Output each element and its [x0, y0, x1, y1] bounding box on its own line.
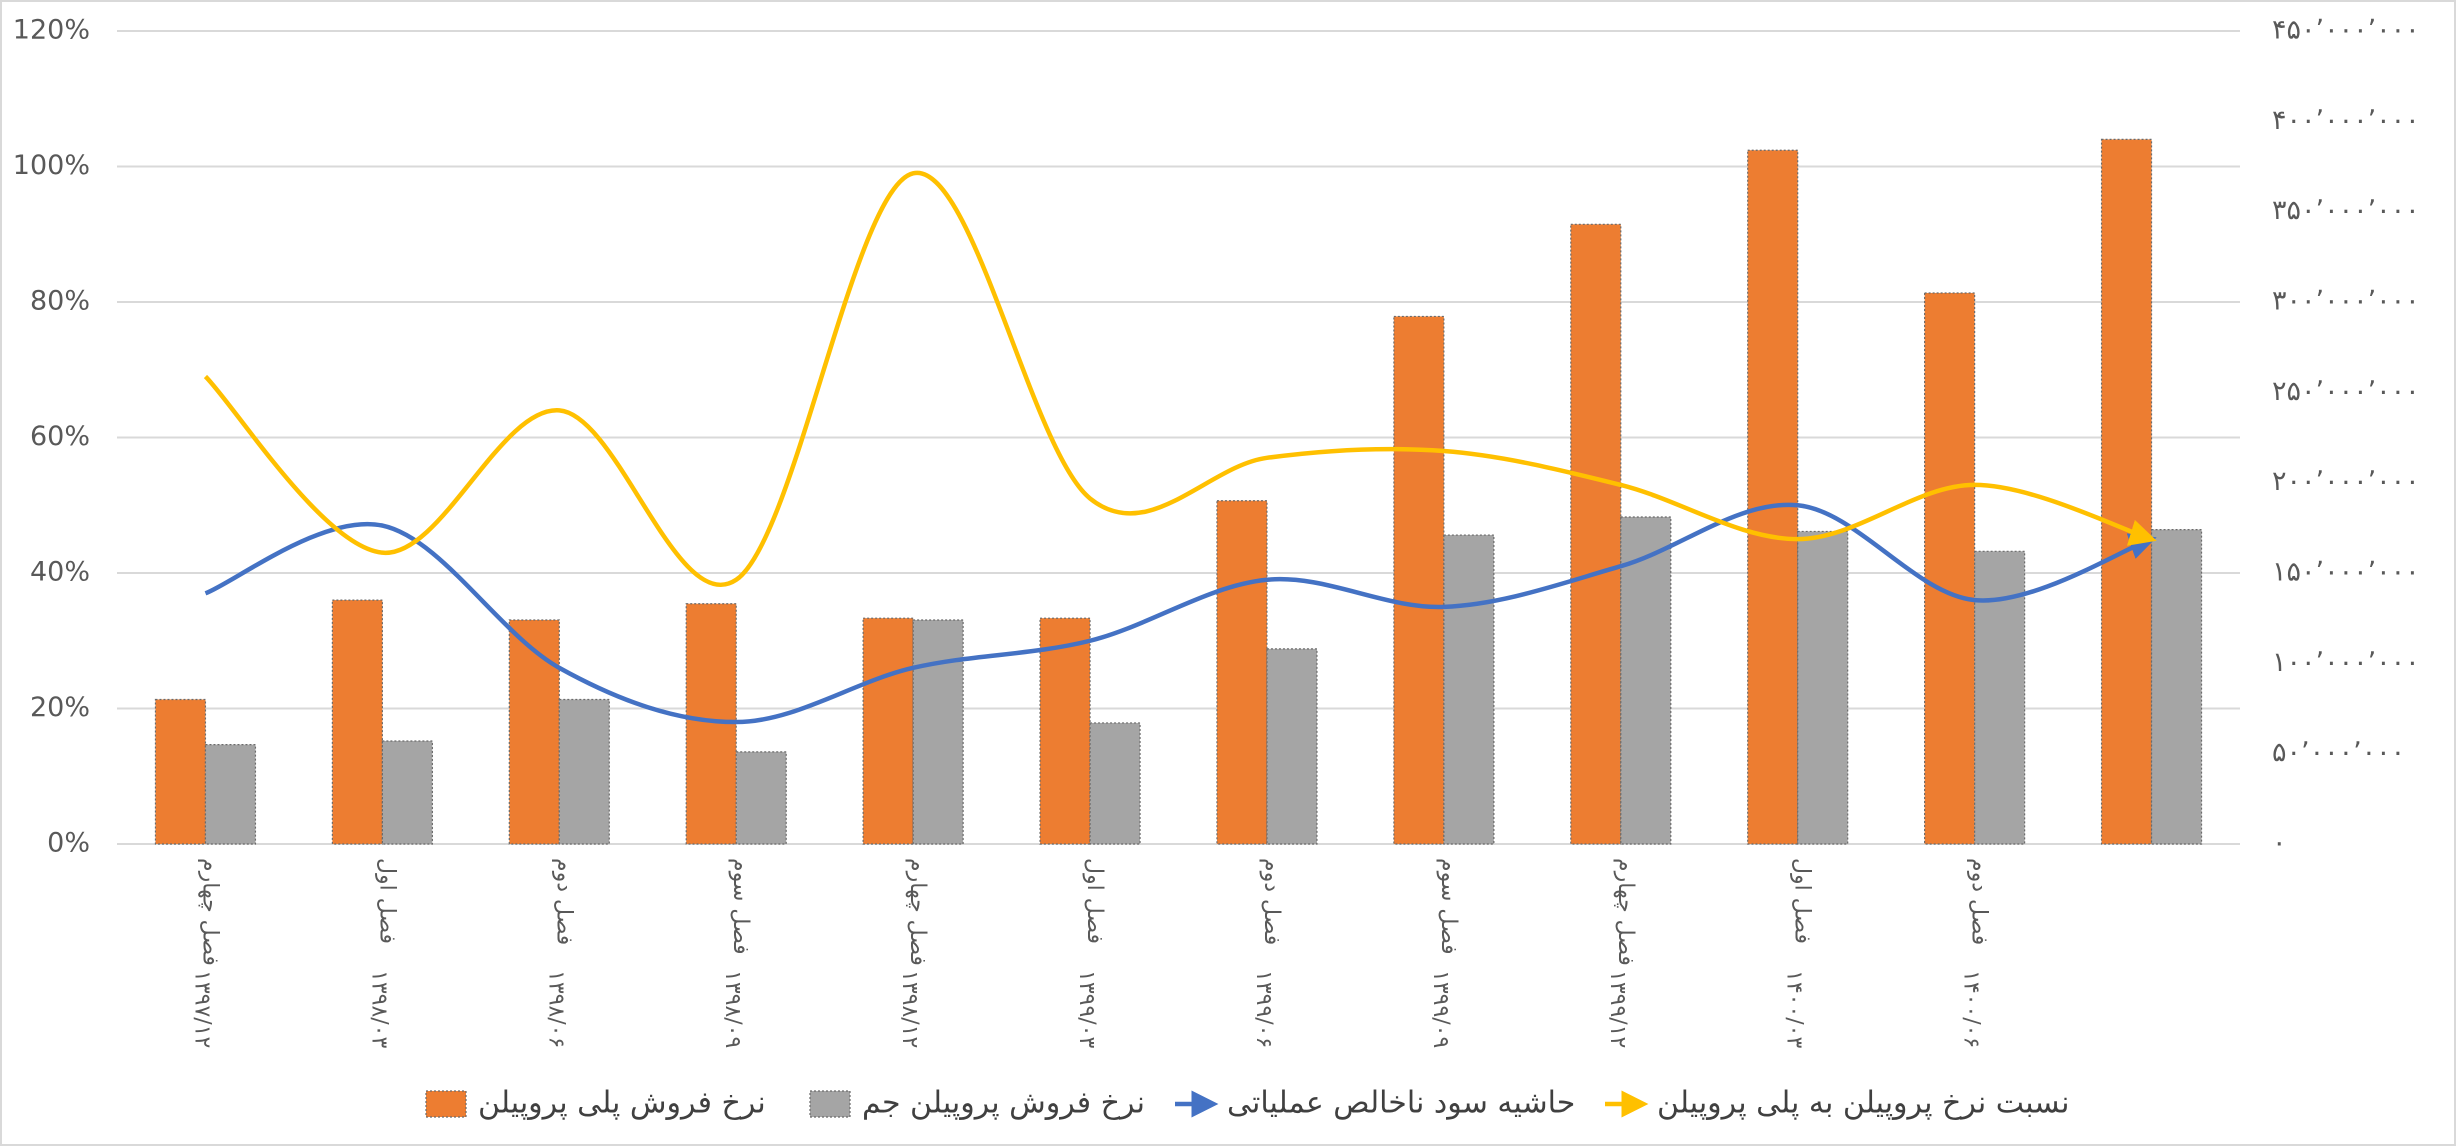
- y2-tick-label: ۵۰٬۰۰۰٬۰۰۰: [2272, 737, 2405, 768]
- bar: [862, 617, 914, 845]
- bar: [508, 619, 560, 845]
- bar: [912, 619, 964, 845]
- y-tick-label: 0%: [47, 828, 90, 859]
- bar: [1797, 530, 1849, 845]
- bar: [1924, 292, 1976, 845]
- bar: [1039, 617, 1091, 845]
- x-tick-label: ۱۳۹۸/۱۲: [897, 970, 922, 1048]
- x-tick-label: فصل دوم: [551, 858, 576, 945]
- bar: [1216, 500, 1268, 845]
- x-tick-label: فصل دوم: [1967, 858, 1992, 945]
- x-tick-label: ۱۳۹۹/۰۳: [1074, 970, 1099, 1048]
- bar: [2100, 138, 2153, 845]
- y-tick-label: 20%: [30, 692, 90, 723]
- line: [203, 170, 2157, 587]
- bar: [154, 698, 207, 845]
- x-tick-label: فصل سوم: [728, 858, 753, 955]
- bar: [1089, 722, 1141, 845]
- x-tick-label: ۱۳۹۹/۱۲: [1605, 970, 1630, 1048]
- x-tick-label: فصل دوم: [1259, 858, 1284, 945]
- x-tick-label: فصل اول: [1790, 858, 1815, 944]
- bar: [558, 698, 610, 845]
- x-tick-label: ۱۴۰۰/۰۶: [1959, 970, 1984, 1048]
- legend-label: نرخ فروش پلی پروپیلن: [478, 1086, 766, 1121]
- x-tick-label: ۱۳۹۹/۰۹: [1428, 970, 1453, 1048]
- x-tick-label: ۱۴۰۰/۰۳: [1782, 970, 1807, 1048]
- x-tick-label: ۱۳۹۸/۰۳: [366, 970, 391, 1048]
- y-tick-label: 40%: [30, 557, 90, 588]
- y2-tick-label: ۱۵۰٬۰۰۰٬۰۰۰: [2272, 557, 2420, 588]
- line: [204, 502, 2157, 725]
- y-tick-label: 120%: [13, 15, 90, 46]
- legend-label: نسبت نرخ پروپیلن به پلی پروپیلن: [1657, 1086, 2069, 1121]
- bar: [735, 751, 787, 845]
- legend-swatch: [425, 1090, 467, 1118]
- x-tick-label: فصل سوم: [1436, 858, 1461, 955]
- bar: [381, 740, 433, 845]
- y2-tick-label: ۲۵۰٬۰۰۰٬۰۰۰: [2272, 376, 2420, 407]
- bar: [1747, 149, 1799, 845]
- y2-tick-label: ۳۰۰٬۰۰۰٬۰۰۰: [2272, 286, 2420, 317]
- bar: [2150, 529, 2203, 845]
- legend-swatch: [809, 1090, 851, 1118]
- bar: [1266, 648, 1318, 845]
- x-tick-label: فصل اول: [1082, 858, 1107, 944]
- x-tick-label: ۱۳۹۸/۰۹: [720, 970, 745, 1048]
- y-tick-label: 60%: [30, 421, 90, 452]
- x-tick-label: فصل چهارم: [197, 858, 222, 966]
- y2-tick-label: ۲۰۰٬۰۰۰٬۰۰۰: [2272, 466, 2420, 497]
- bar: [1620, 516, 1672, 845]
- legend-label: نرخ فروش پروپیلن جم: [862, 1086, 1145, 1121]
- x-tick-label: ۱۳۹۹/۰۶: [1251, 970, 1276, 1048]
- y2-tick-label: ۰: [2272, 828, 2287, 859]
- bar: [1570, 223, 1622, 845]
- y2-tick-label: ۴۰۰٬۰۰۰٬۰۰۰: [2272, 105, 2420, 136]
- y-tick-label: 80%: [30, 286, 90, 317]
- legend-label: حاشیه سود ناخالص عملیاتی: [1227, 1086, 1575, 1121]
- x-tick-label: فصل چهارم: [905, 858, 930, 966]
- bar: [1393, 315, 1445, 845]
- y2-tick-label: ۴۵۰٬۰۰۰٬۰۰۰: [2272, 15, 2420, 46]
- x-tick-label: فصل اول: [374, 858, 399, 944]
- bar: [1443, 534, 1495, 845]
- bar: [331, 599, 383, 845]
- bar: [204, 744, 257, 845]
- x-tick-label: فصل چهارم: [1613, 858, 1638, 966]
- x-tick-label: ۱۳۹۷/۱۲: [189, 970, 214, 1048]
- x-tick-label: ۱۳۹۸/۰۶: [543, 970, 568, 1048]
- y-tick-label: 100%: [13, 150, 90, 181]
- y2-tick-label: ۳۵۰٬۰۰۰٬۰۰۰: [2272, 195, 2420, 226]
- y2-tick-label: ۱۰۰٬۰۰۰٬۰۰۰: [2272, 647, 2420, 678]
